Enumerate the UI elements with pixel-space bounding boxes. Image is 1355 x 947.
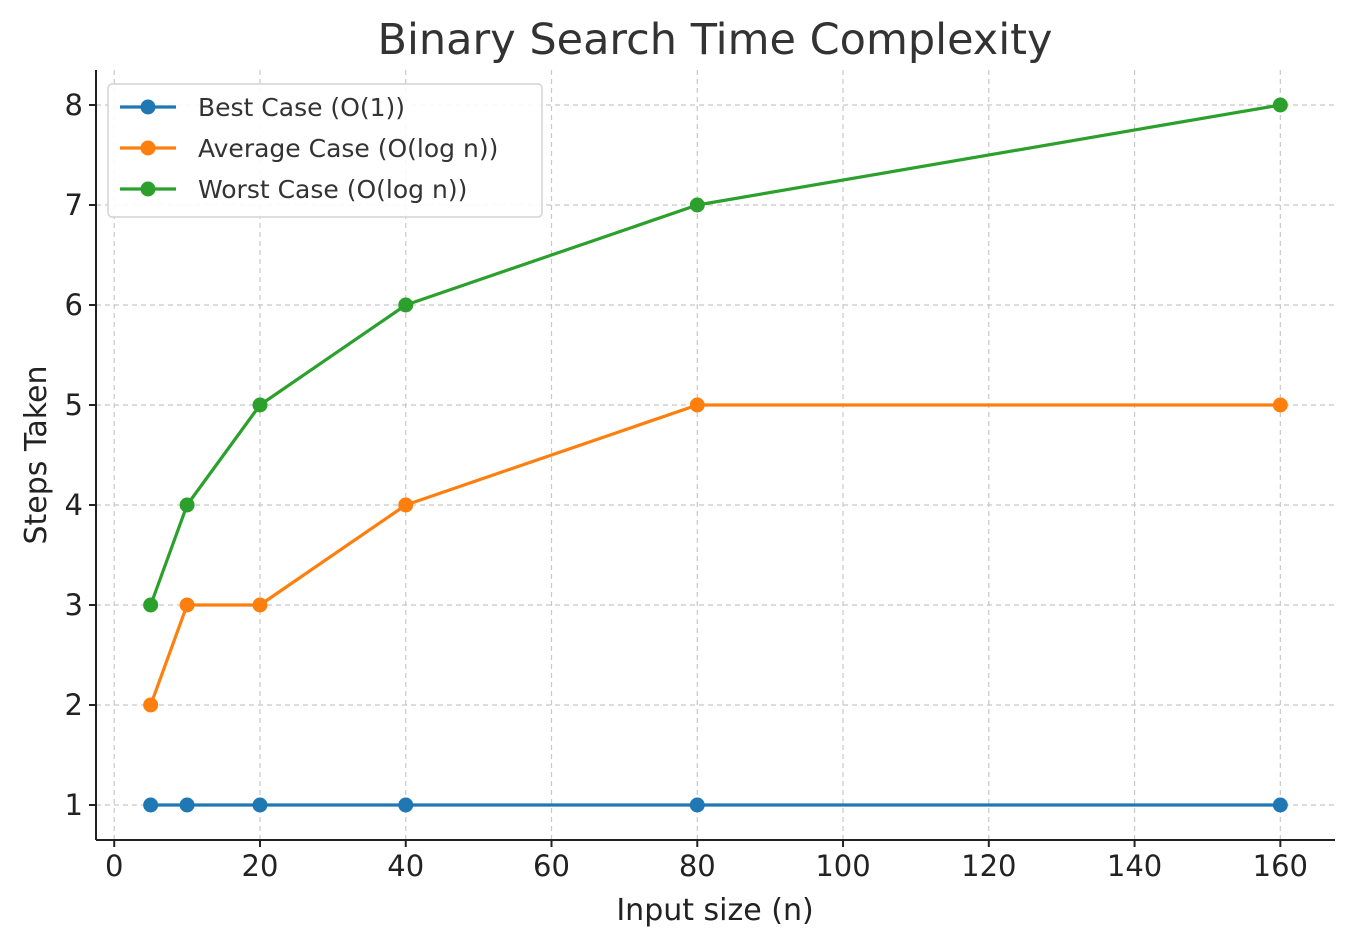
data-point (1272, 797, 1288, 813)
legend-swatch-marker (140, 181, 156, 197)
x-tick-label: 160 (1253, 849, 1308, 883)
data-point (143, 597, 159, 613)
data-point (689, 797, 705, 813)
legend: Best Case (O(1)) Average Case (O(log n)) W… (107, 83, 543, 218)
x-tick-label: 20 (242, 849, 279, 883)
data-point (689, 197, 705, 213)
x-tick-label: 40 (387, 849, 424, 883)
data-point (179, 497, 195, 513)
data-point (143, 697, 159, 713)
series-2 (143, 97, 1288, 613)
y-tick-label: 1 (65, 788, 83, 822)
x-tick-label: 120 (961, 849, 1016, 883)
y-axis-label: Steps Taken (19, 366, 54, 545)
data-point (179, 797, 195, 813)
data-point (689, 397, 705, 413)
y-tick-label: 5 (65, 388, 83, 422)
y-tick-label: 8 (65, 88, 83, 122)
y-tick-label: 6 (65, 288, 83, 322)
data-point (398, 297, 414, 313)
y-tick-label: 7 (65, 188, 83, 222)
legend-label: Best Case (O(1)) (198, 93, 405, 122)
data-point (179, 597, 195, 613)
series-1 (143, 397, 1288, 713)
x-tick-label: 80 (679, 849, 716, 883)
x-tick-label: 60 (533, 849, 570, 883)
legend-label: Worst Case (O(log n)) (198, 175, 467, 204)
legend-item: Worst Case (O(log n)) (120, 175, 467, 204)
x-tick-label: 100 (815, 849, 870, 883)
series-line (149, 403, 1281, 706)
x-tick-label: 0 (105, 849, 123, 883)
data-point (398, 497, 414, 513)
data-point (1272, 97, 1288, 113)
y-tick-label: 4 (65, 488, 83, 522)
legend-frame (107, 83, 543, 218)
series-line (149, 103, 1281, 606)
data-point (1272, 397, 1288, 413)
x-tick-label: 140 (1107, 849, 1162, 883)
data-point (143, 797, 159, 813)
data-point (398, 797, 414, 813)
y-tick-label: 2 (65, 688, 83, 722)
legend-label: Average Case (O(log n)) (198, 134, 498, 163)
series (143, 97, 1288, 813)
legend-swatch-marker (140, 140, 156, 156)
axes (95, 70, 1335, 841)
ticks: 0 20 40 60 80 100 120 140 160 1 2 3 4 5 6 7 8 (65, 88, 1308, 883)
legend-item: Average Case (O(log n)) (120, 134, 498, 163)
data-point (252, 397, 268, 413)
legend-item: Best Case (O(1)) (120, 93, 405, 122)
y-tick-label: 3 (65, 588, 83, 622)
legend-swatch-marker (140, 99, 156, 115)
data-point (252, 797, 268, 813)
x-axis-label: Input size (n) (616, 893, 813, 928)
series-0 (143, 797, 1288, 813)
chart-title: Binary Search Time Complexity (377, 15, 1052, 65)
data-point (252, 597, 268, 613)
